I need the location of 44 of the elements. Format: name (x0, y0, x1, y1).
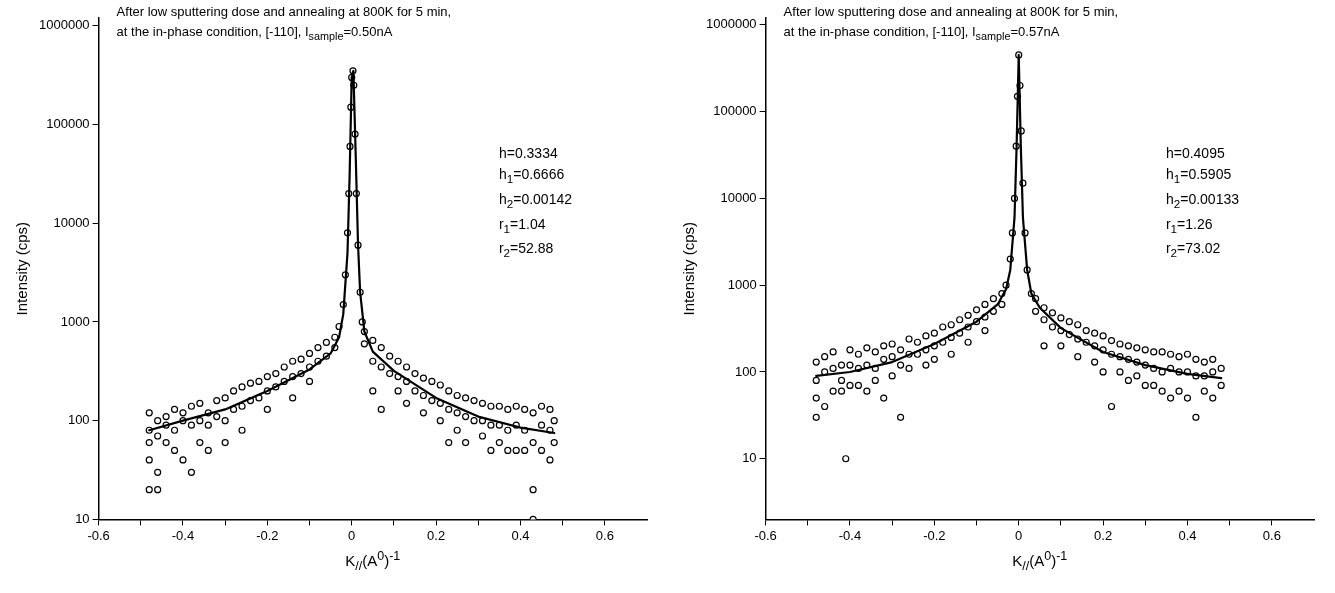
y-axis-title: Intensity (cps) (13, 222, 31, 316)
annotation: r$_{1}$=1.04 (498, 214, 547, 237)
annotation: r$_{2}$=73.02 (1165, 239, 1222, 262)
y-tick-label: 100 (67, 412, 90, 428)
y-tick-label: 1000000 (705, 16, 757, 32)
text: at the in-phase condition, [-110], I$_{sample}$=0.50nA (116, 23, 394, 44)
y-tick-label: 100 (734, 363, 757, 379)
annotation: h$_{2}$=0.00133 (1165, 189, 1239, 212)
text: at the in-phase condition, [-110], I$_{sample}$=0.57nA (783, 23, 1061, 44)
x-tick-label: 0.2 (427, 527, 446, 543)
y-tick-label: 10 (742, 450, 757, 466)
x-tick-label: -0.2 (923, 527, 946, 543)
annotation: h$_{1}$=0.6666 (498, 165, 566, 187)
y-tick-label: 100000 (713, 103, 757, 119)
x-tick-label: -0.6 (754, 527, 777, 543)
annotation: h=0.4095 (1165, 144, 1226, 163)
x-tick-label: -0.6 (87, 527, 110, 543)
x-axis-title: K$_{//}$(A$^{0}$)$^{-1}$ (345, 549, 401, 574)
y-tick-label: 1000 (60, 313, 90, 329)
y-tick-label: 10000 (53, 214, 90, 230)
chart-title: After low sputtering dose and annealing at 800K for 5 min, (783, 3, 1119, 21)
y-axis-title: Intensity (cps) (680, 222, 698, 316)
y-tick-label: 100000 (46, 116, 90, 132)
annotation: r$_{1}$=1.26 (1165, 214, 1214, 237)
x-tick-label: -0.4 (171, 527, 195, 543)
annotation: r$_{2}$=52.88 (498, 239, 555, 262)
x-axis-title: K$_{//}$(A$^{0}$)$^{-1}$ (1012, 549, 1068, 574)
chart-title: After low sputtering dose and annealing at 800K for 5 min, (116, 3, 452, 21)
x-tick-label: 0.4 (511, 527, 530, 543)
x-tick-label: 0 (348, 527, 356, 543)
y-tick-label: 10000 (720, 190, 757, 205)
y-tick-label: 10 (75, 510, 90, 526)
x-tick-label: 0.6 (595, 527, 614, 543)
annotation: h$_{2}$=0.00142 (498, 189, 572, 212)
x-tick-label: 0.4 (1178, 527, 1197, 543)
annotation: h=0.3334 (498, 144, 559, 163)
x-tick-label: 0 (1015, 527, 1023, 543)
x-tick-label: 0.2 (1094, 527, 1113, 543)
y-tick-label: 1000 (727, 276, 757, 292)
x-tick-label: -0.4 (838, 527, 862, 543)
x-tick-label: -0.2 (256, 527, 279, 543)
x-tick-label: 0.6 (1262, 527, 1281, 543)
y-tick-label: 1000000 (38, 17, 90, 33)
annotation: h$_{1}$=0.5905 (1165, 165, 1233, 187)
